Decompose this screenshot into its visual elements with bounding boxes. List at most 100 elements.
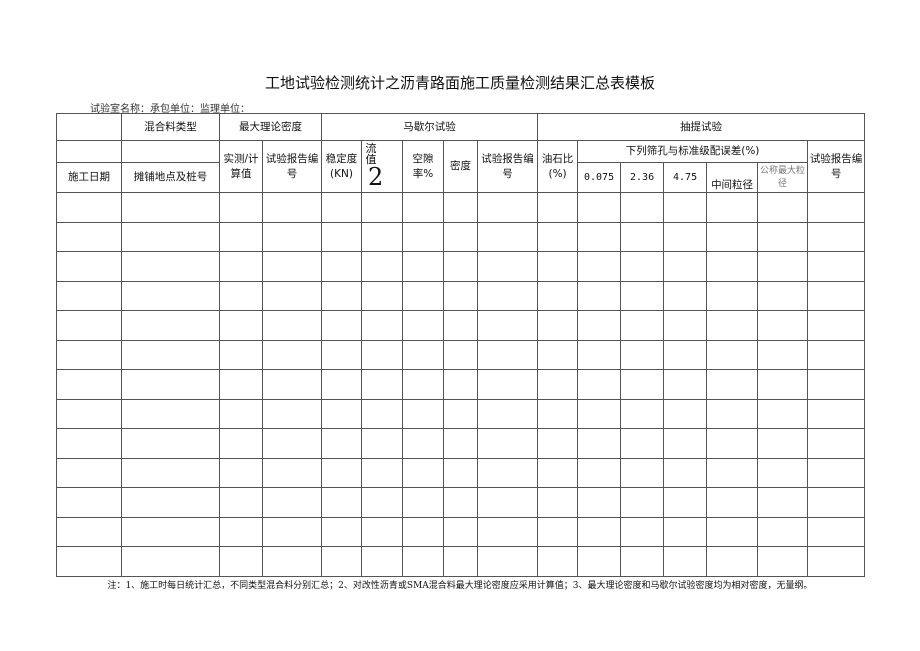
- table-cell[interactable]: [262, 339, 322, 370]
- table-cell[interactable]: [577, 310, 622, 341]
- table-cell[interactable]: [476, 516, 539, 547]
- table-cell[interactable]: [807, 369, 866, 400]
- table-cell[interactable]: [807, 516, 866, 547]
- table-cell[interactable]: [537, 487, 579, 518]
- table-cell[interactable]: [321, 457, 362, 488]
- table-cell[interactable]: [757, 487, 809, 518]
- table-cell[interactable]: [402, 369, 444, 400]
- table-cell[interactable]: [443, 428, 478, 459]
- table-cell[interactable]: [757, 192, 809, 223]
- table-cell[interactable]: [620, 398, 665, 429]
- table-cell[interactable]: [706, 339, 759, 370]
- table-cell[interactable]: [577, 487, 622, 518]
- table-cell[interactable]: [706, 221, 759, 252]
- table-cell[interactable]: [807, 221, 866, 252]
- table-cell[interactable]: [757, 310, 809, 341]
- table-cell[interactable]: [219, 487, 263, 518]
- table-cell[interactable]: [620, 487, 665, 518]
- table-cell[interactable]: [56, 339, 122, 370]
- table-cell[interactable]: [443, 251, 478, 282]
- table-cell[interactable]: [476, 457, 539, 488]
- table-cell[interactable]: [537, 280, 579, 311]
- table-cell[interactable]: [321, 310, 362, 341]
- table-cell[interactable]: [121, 546, 220, 577]
- table-cell[interactable]: [262, 428, 322, 459]
- table-cell[interactable]: [537, 251, 579, 282]
- table-cell[interactable]: [620, 192, 665, 223]
- table-cell[interactable]: [402, 546, 444, 577]
- table-cell[interactable]: [262, 516, 322, 547]
- table-cell[interactable]: [321, 339, 362, 370]
- table-cell[interactable]: [402, 221, 444, 252]
- table-cell[interactable]: [443, 516, 478, 547]
- table-cell[interactable]: [121, 310, 220, 341]
- table-cell[interactable]: [620, 251, 665, 282]
- table-cell[interactable]: [219, 192, 263, 223]
- table-cell[interactable]: [706, 280, 759, 311]
- table-cell[interactable]: [56, 310, 122, 341]
- table-cell[interactable]: [402, 398, 444, 429]
- table-cell[interactable]: [706, 251, 759, 282]
- table-cell[interactable]: [663, 310, 708, 341]
- table-cell[interactable]: [537, 457, 579, 488]
- table-cell[interactable]: [537, 398, 579, 429]
- table-cell[interactable]: [443, 280, 478, 311]
- table-cell[interactable]: [663, 192, 708, 223]
- table-cell[interactable]: [476, 369, 539, 400]
- table-cell[interactable]: [219, 546, 263, 577]
- table-cell[interactable]: [620, 457, 665, 488]
- table-cell[interactable]: [219, 457, 263, 488]
- table-cell[interactable]: [577, 339, 622, 370]
- table-cell[interactable]: [56, 457, 122, 488]
- table-cell[interactable]: [361, 280, 403, 311]
- table-cell[interactable]: [537, 369, 579, 400]
- table-cell[interactable]: [476, 487, 539, 518]
- table-cell[interactable]: [706, 457, 759, 488]
- table-cell[interactable]: [476, 339, 539, 370]
- table-cell[interactable]: [476, 251, 539, 282]
- table-cell[interactable]: [537, 339, 579, 370]
- table-cell[interactable]: [219, 398, 263, 429]
- table-cell[interactable]: [121, 369, 220, 400]
- table-cell[interactable]: [262, 369, 322, 400]
- table-cell[interactable]: [121, 251, 220, 282]
- table-cell[interactable]: [219, 369, 263, 400]
- table-cell[interactable]: [402, 251, 444, 282]
- table-cell[interactable]: [121, 457, 220, 488]
- table-cell[interactable]: [757, 221, 809, 252]
- table-cell[interactable]: [706, 487, 759, 518]
- table-cell[interactable]: [620, 428, 665, 459]
- table-cell[interactable]: [321, 428, 362, 459]
- table-cell[interactable]: [663, 398, 708, 429]
- table-cell[interactable]: [56, 369, 122, 400]
- table-cell[interactable]: [121, 516, 220, 547]
- table-cell[interactable]: [402, 487, 444, 518]
- table-cell[interactable]: [476, 192, 539, 223]
- table-cell[interactable]: [706, 192, 759, 223]
- table-cell[interactable]: [262, 398, 322, 429]
- table-cell[interactable]: [537, 516, 579, 547]
- table-cell[interactable]: [361, 369, 403, 400]
- table-cell[interactable]: [807, 457, 866, 488]
- table-cell[interactable]: [443, 192, 478, 223]
- table-cell[interactable]: [577, 251, 622, 282]
- table-cell[interactable]: [757, 457, 809, 488]
- table-cell[interactable]: [807, 546, 866, 577]
- table-cell[interactable]: [262, 280, 322, 311]
- table-cell[interactable]: [56, 251, 122, 282]
- table-cell[interactable]: [321, 487, 362, 518]
- table-cell[interactable]: [262, 546, 322, 577]
- table-cell[interactable]: [219, 251, 263, 282]
- table-cell[interactable]: [706, 310, 759, 341]
- table-cell[interactable]: [663, 457, 708, 488]
- table-cell[interactable]: [807, 428, 866, 459]
- table-cell[interactable]: [56, 428, 122, 459]
- table-cell[interactable]: [663, 339, 708, 370]
- table-cell[interactable]: [321, 546, 362, 577]
- table-cell[interactable]: [361, 487, 403, 518]
- table-cell[interactable]: [706, 428, 759, 459]
- table-cell[interactable]: [577, 546, 622, 577]
- table-cell[interactable]: [56, 221, 122, 252]
- table-cell[interactable]: [56, 487, 122, 518]
- table-cell[interactable]: [121, 339, 220, 370]
